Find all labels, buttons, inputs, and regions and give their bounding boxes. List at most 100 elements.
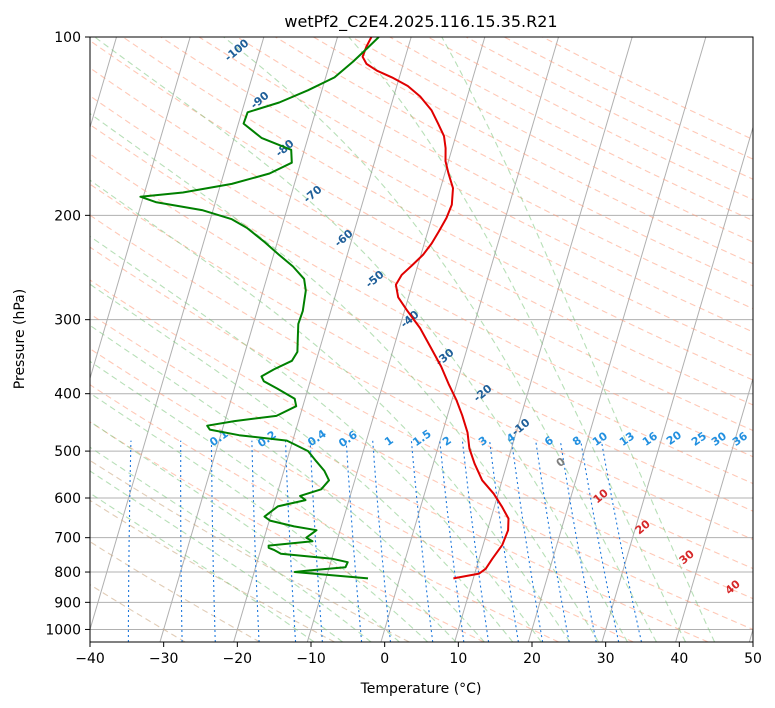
temperature-profile-line	[361, 37, 510, 580]
x-tick-label: 0	[380, 651, 389, 667]
mixing-ratio-line	[461, 440, 490, 642]
moist-adiabat-line	[348, 37, 686, 642]
dry-adiabat-line	[90, 246, 753, 600]
mixing-ratio-label: 8	[570, 434, 584, 449]
dry-adiabat-line	[427, 37, 753, 201]
isotherm-line	[380, 37, 559, 642]
x-tick-label: −40	[75, 651, 105, 667]
dry-adiabat-line	[504, 37, 753, 160]
mixing-ratio-line	[489, 440, 519, 642]
y-tick-label: 1000	[45, 622, 81, 638]
dry-adiabat-line	[90, 95, 753, 458]
dry-adiabat-line	[313, 37, 753, 265]
mixing-ratio-label: 0.4	[305, 427, 329, 449]
isotherm-line	[454, 37, 633, 642]
dry-adiabat-line	[236, 37, 753, 310]
mixing-ratio-label: 3	[476, 434, 490, 449]
temperature-line-label: 40	[723, 577, 743, 597]
dry-adiabat-line	[90, 313, 709, 642]
isotherm-line	[675, 376, 753, 642]
plot-frame	[89, 36, 754, 643]
mixing-ratio-line	[210, 440, 216, 642]
moist-adiabat-line	[90, 235, 542, 642]
dry-adiabat-line	[90, 279, 753, 630]
isobars	[90, 37, 753, 630]
temperature-line-label: 0	[554, 455, 568, 470]
moist-adiabat-line	[441, 37, 716, 642]
x-axis-label: Temperature (°C)	[360, 681, 482, 697]
dry-adiabat-line	[90, 183, 753, 541]
mixing-ratio-line	[372, 440, 392, 642]
mixing-ratio-line	[251, 440, 260, 642]
mixing-ratio-line	[600, 440, 643, 642]
mixing-ratio-label: 1	[382, 434, 396, 449]
mixing-ratio-line	[439, 440, 465, 642]
moist-adiabat-label: -70	[301, 183, 325, 206]
moist-adiabat-line	[90, 470, 343, 642]
y-tick-label: 500	[54, 444, 81, 460]
x-tick-label: 30	[597, 651, 615, 667]
moist-adiabats	[90, 37, 716, 642]
isotherm-line	[527, 37, 707, 642]
moist-adiabat-label: -60	[332, 227, 356, 250]
moist-adiabat-label: -100	[222, 36, 252, 64]
isotherm-line	[233, 37, 412, 642]
y-tick-label: 400	[54, 387, 81, 403]
x-tick-label: −10	[296, 651, 326, 667]
y-tick-label: 600	[54, 491, 81, 507]
plot-area: 0.1 0.2 0.4 0.6 1 1.5 2 3 4 6 8 10 13 16 20 25 30 36-100-…	[90, 36, 753, 642]
dry-adiabat-line	[351, 37, 753, 243]
moist-adiabat-line	[90, 179, 571, 642]
moist-adiabat-line	[90, 392, 429, 642]
moist-adiabat-line	[90, 360, 457, 642]
moist-adiabat-line	[223, 37, 657, 642]
dry-adiabat-line	[275, 37, 753, 287]
y-tick-label: 100	[54, 30, 81, 46]
mixing-ratio-lines	[127, 440, 643, 642]
dewpoint-profile-line	[139, 37, 380, 580]
mixing-ratio-label: 20	[664, 428, 684, 448]
dry-adiabat-line	[90, 348, 634, 642]
x-axis-ticks: −40 −30 −20 −10 0 10 20 30 40 50	[75, 642, 762, 667]
moist-adiabat-line	[90, 324, 485, 642]
moist-adiabat-line	[94, 37, 628, 642]
y-axis-label: Pressure (hPa)	[12, 289, 28, 389]
y-tick-label: 200	[54, 208, 81, 224]
moist-adiabat-line	[90, 112, 600, 642]
mixing-ratio-line	[535, 440, 570, 642]
moist-adiabat-line	[90, 420, 400, 642]
x-tick-label: 10	[449, 651, 467, 667]
mixing-ratio-label: 2	[440, 434, 454, 449]
dry-adiabat-line	[90, 40, 753, 406]
dry-adiabat-line	[90, 421, 485, 642]
x-tick-label: −30	[149, 651, 179, 667]
moist-adiabat-line	[90, 446, 372, 642]
y-tick-label: 900	[54, 595, 81, 611]
dry-adiabat-line	[90, 541, 261, 642]
x-tick-label: −20	[223, 651, 253, 667]
mixing-ratio-label: 0.6	[336, 428, 360, 450]
x-tick-label: 50	[744, 651, 762, 667]
mixing-ratio-line	[127, 440, 132, 642]
dry-adiabat-line	[90, 499, 335, 642]
isotherm-line	[159, 37, 338, 642]
moist-adiabat-line	[90, 283, 514, 642]
mixing-ratio-label: 30	[709, 429, 729, 449]
dry-adiabat-line	[90, 459, 410, 642]
isotherms	[90, 37, 753, 642]
y-tick-label: 800	[54, 565, 81, 581]
moist-adiabat-line	[90, 492, 315, 642]
mixing-ratio-line	[345, 440, 363, 642]
y-tick-label: 300	[54, 313, 81, 329]
mixing-ratio-line	[511, 440, 544, 642]
mixing-ratio-line	[410, 440, 434, 642]
dry-adiabat-line	[90, 67, 753, 432]
profiles	[139, 37, 510, 580]
mixing-ratio-line	[284, 440, 297, 642]
mixing-ratio-line	[309, 440, 323, 642]
y-tick-label: 700	[54, 531, 81, 547]
dry-adiabat-line	[160, 37, 753, 357]
x-tick-label: 20	[523, 651, 541, 667]
dry-adiabats	[90, 37, 753, 642]
